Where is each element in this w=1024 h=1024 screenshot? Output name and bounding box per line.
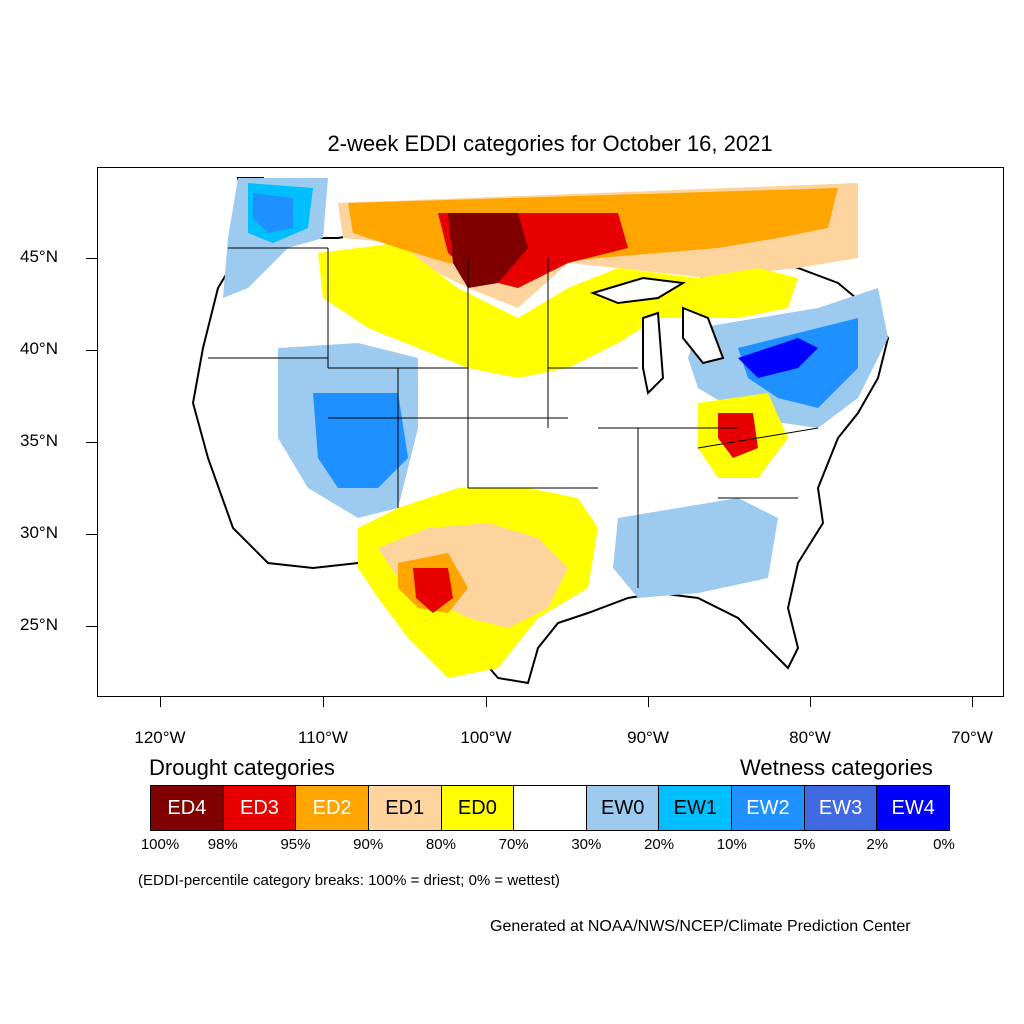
credit-line: Generated at NOAA/NWS/NCEP/Climate Predi… — [490, 918, 911, 935]
legend-swatch-ew3: EW3 — [804, 786, 878, 830]
lon-tick-110w — [323, 697, 324, 707]
state-boundaries — [208, 247, 819, 588]
percentile-break-label: 98% — [207, 836, 238, 853]
lon-tick-70w — [972, 697, 973, 707]
percentile-break-label: 10% — [716, 836, 747, 853]
legend-swatch-ew4: EW4 — [877, 786, 950, 830]
lake-michigan — [642, 311, 665, 396]
legend-swatch-ed2: ED2 — [296, 786, 369, 830]
map-title: 2-week EDDI categories for October 16, 2… — [327, 131, 773, 156]
percentile-break-label: 100% — [140, 836, 180, 853]
percentile-break-label: 90% — [353, 836, 384, 853]
lat-label-30n: 30°N — [20, 523, 58, 542]
lat-tick-40n — [86, 350, 97, 351]
lat-label-25n: 25°N — [20, 615, 58, 634]
percentile-break-label: 5% — [793, 836, 816, 853]
legend-swatch-ed3: ED3 — [223, 786, 297, 830]
lake-superior — [589, 276, 686, 305]
legend-swatch-ew2: EW2 — [732, 786, 805, 830]
lon-label-110w: 110°W — [298, 728, 348, 747]
wetness-categories-heading: Wetness categories — [740, 755, 933, 780]
lon-label-100w: 100°W — [460, 728, 512, 747]
ew0-southeast — [613, 498, 778, 598]
percentile-break-label: 70% — [498, 836, 529, 853]
lake-huron — [682, 306, 725, 365]
category-breaks-note: (EDDI-percentile category breaks: 100% =… — [138, 872, 560, 889]
ed1-southern-plains — [378, 523, 568, 628]
lat-tick-35n — [86, 442, 97, 443]
lat-tick-45n — [86, 258, 97, 259]
lon-tick-120w — [160, 697, 161, 707]
lon-label-120w: 120°W — [134, 728, 186, 747]
ew4-lake-erie — [738, 338, 818, 378]
lat-label-35n: 35°N — [20, 431, 58, 450]
eddi-map — [191, 177, 890, 685]
lat-tick-30n — [86, 534, 97, 535]
lon-tick-90w — [648, 697, 649, 707]
percentile-break-label: 95% — [280, 836, 311, 853]
percentile-break-label: 0% — [933, 836, 955, 853]
ed3-ohio-valley — [718, 413, 758, 458]
category-legend-bar: ED4 ED3 ED2 ED1 ED0 EW0 EW1 EW2 EW3 EW4 — [150, 785, 950, 831]
drought-categories-heading: Drought categories — [149, 755, 335, 780]
lat-label-45n: 45°N — [20, 247, 58, 266]
lon-label-80w: 80°W — [789, 728, 831, 747]
ew2-four-corners — [313, 393, 408, 488]
percentile-break-label: 80% — [425, 836, 456, 853]
legend-swatch-ed0: ED0 — [441, 786, 515, 830]
percentile-break-label: 30% — [571, 836, 602, 853]
lat-label-40n: 40°N — [20, 339, 58, 358]
legend-swatch-neutral — [514, 786, 587, 830]
lon-label-90w: 90°W — [627, 728, 669, 747]
ew2-pacific-northwest — [253, 193, 293, 233]
percentile-break-label: 2% — [866, 836, 889, 853]
lon-label-70w: 70°W — [951, 728, 993, 747]
lon-tick-100w — [486, 697, 487, 707]
lat-tick-25n — [86, 626, 97, 627]
legend-swatch-ew0: EW0 — [586, 786, 660, 830]
legend-swatch-ed4: ED4 — [151, 786, 224, 830]
legend-swatch-ed1: ED1 — [368, 786, 442, 830]
percentile-break-label: 20% — [644, 836, 675, 853]
ed3-west-texas — [413, 568, 453, 613]
legend-swatch-ew1: EW1 — [659, 786, 733, 830]
ed0-northern-plains — [318, 243, 798, 378]
lon-tick-80w — [810, 697, 811, 707]
map-plot-area — [97, 167, 1004, 697]
